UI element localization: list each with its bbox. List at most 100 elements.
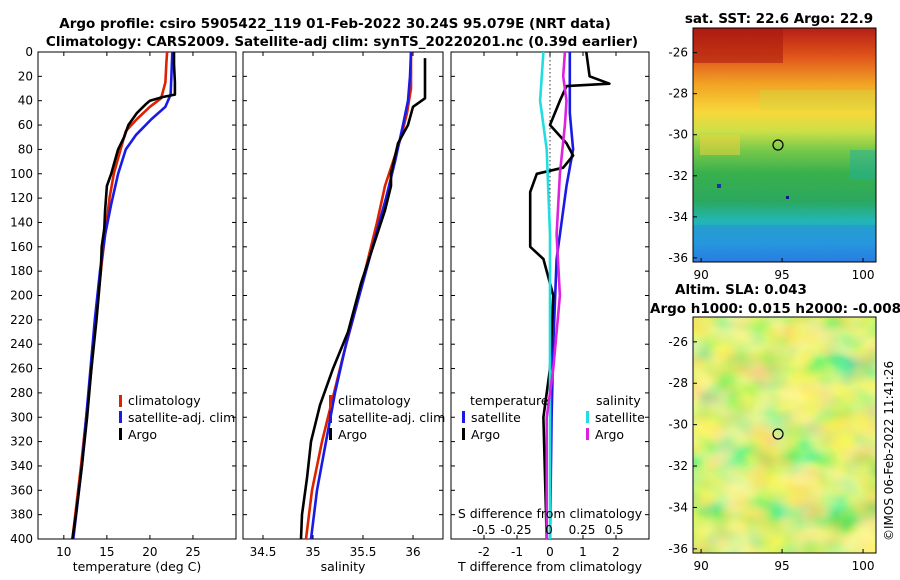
depth-tick-label: 240 (10, 337, 33, 351)
depth-tick-label: 300 (10, 410, 33, 424)
difference-panel: -2 -1 0 1 2 T difference from climatology S … (450, 51, 650, 574)
x-tick-label: 36 (405, 545, 420, 559)
salinity-axis-ticks: 34.5 35 35.5 36 (243, 51, 443, 559)
legend-label-argo: Argo (338, 427, 367, 442)
legend-label-climatology: climatology (128, 393, 201, 408)
map-y-tick-label: -32 (668, 169, 688, 183)
series-line-salinity-satellite (538, 52, 552, 539)
x-tick-label: 35.5 (350, 545, 377, 559)
map-y-tick-label: -28 (668, 87, 688, 101)
temperature-panel: 0 20 40 60 80 100 120 140 160 180 200 220 240 260 280 3… (10, 45, 237, 574)
depth-tick-label: 40 (18, 94, 33, 108)
series-line-temperature-argo (528, 52, 611, 539)
legend-swatch-satellite (119, 411, 122, 423)
series-line-temperature-satellite (548, 52, 575, 539)
temperature-series (71, 52, 177, 539)
legend-label-satellite: satellite-adj. clim (338, 410, 445, 425)
legend-swatch-argo (119, 428, 122, 440)
map-y-tick-label: -34 (668, 500, 688, 514)
legend-swatch-climatology (119, 395, 122, 407)
sst-map-axes: 90 95 100 -26 -28 -30 -32 -34 -36 (668, 46, 874, 282)
sst-map-frame (692, 27, 877, 263)
series-line-argo (71, 52, 177, 539)
depth-tick-label: 400 (10, 532, 33, 546)
depth-tick-label: 140 (10, 215, 33, 229)
map-y-tick-label: -36 (668, 251, 688, 265)
map-y-tick-label: -30 (668, 418, 688, 432)
sla-map-title: Altim. SLA: 0.043 (675, 282, 807, 298)
sst-dark-pixel (786, 196, 789, 199)
map-x-tick-label: 95 (774, 268, 789, 282)
legend-swatch-s-argo (586, 428, 589, 440)
s-tick-label: 0.25 (569, 523, 596, 537)
depth-tick-label: 280 (10, 386, 33, 400)
depth-tick-label: 320 (10, 435, 33, 449)
argo-position-marker (772, 139, 784, 151)
legend-label-s-satellite: satellite (595, 410, 645, 425)
figure-title-line1: Argo profile: csiro 5905422_119 01-Feb-2… (59, 16, 610, 32)
legend-title-salinity: salinity (596, 393, 641, 408)
temperature-axis-label: temperature (deg C) (73, 559, 202, 574)
series-line-salinity-argo (545, 52, 568, 539)
legend-label-s-argo: Argo (595, 427, 624, 442)
legend-swatch-climatology (329, 395, 332, 407)
s-difference-ticks: -0.5 -0.25 0 0.25 0.5 (472, 523, 623, 537)
legend-swatch-argo (329, 428, 332, 440)
depth-tick-label: 380 (10, 508, 33, 522)
legend-label-t-argo: Argo (471, 427, 500, 442)
depth-tick-label: 80 (18, 142, 33, 156)
temperature-legend: climatology satellite-adj. clim Argo (119, 393, 235, 442)
map-x-tick-label: 95 (774, 559, 789, 573)
sst-dark-pixel (717, 184, 721, 188)
t-difference-axis-label: T difference from climatology (457, 559, 643, 574)
salinity-axis-label: salinity (321, 559, 366, 574)
x-tick-label: -2 (478, 545, 490, 559)
depth-tick-label: 100 (10, 167, 33, 181)
sst-map-title: sat. SST: 22.6 Argo: 22.9 (685, 11, 873, 27)
x-tick-label: -1 (511, 545, 523, 559)
salinity-panel: 34.5 35 35.5 36 salinity climatology satell… (242, 51, 445, 574)
legend-swatch-satellite (329, 411, 332, 423)
sla-map-frame (692, 316, 877, 554)
depth-tick-label: 200 (10, 289, 33, 303)
s-difference-axis-label: S difference from climatology (458, 506, 643, 521)
temperature-difference-legend: temperature satellite Argo (462, 393, 549, 442)
legend-label-climatology: climatology (338, 393, 411, 408)
depth-axis-ticks: 0 20 40 60 80 100 120 140 160 180 200 220 240 260 280 3… (10, 45, 33, 546)
depth-tick-label: 60 (18, 118, 33, 132)
x-tick-label: 10 (56, 545, 71, 559)
map-y-tick-label: -34 (668, 210, 688, 224)
difference-series (528, 52, 611, 539)
legend-swatch-t-argo (462, 428, 465, 440)
sla-map-subtitle: Argo h1000: 0.015 h2000: -0.0085 (650, 301, 900, 317)
s-tick-label: -0.5 (472, 523, 495, 537)
depth-tick-label: 120 (10, 191, 33, 205)
sla-field (693, 317, 876, 553)
imos-credit: ©IMOS 06-Feb-2022 11:41:26 (882, 361, 896, 541)
depth-tick-label: 260 (10, 362, 33, 376)
x-tick-label: 34.5 (250, 545, 277, 559)
map-x-tick-label: 100 (852, 559, 875, 573)
series-line-climatology (304, 52, 413, 539)
map-y-tick-label: -26 (668, 335, 688, 349)
depth-tick-label: 220 (10, 313, 33, 327)
map-y-tick-label: -26 (668, 46, 688, 60)
legend-label-satellite: satellite-adj. clim (128, 410, 235, 425)
map-x-tick-label: 90 (693, 268, 708, 282)
sla-map-axes: 90 95 100 -26 -28 -30 -32 -34 -36 (668, 335, 874, 573)
x-tick-label: 35 (305, 545, 320, 559)
x-tick-label: 15 (99, 545, 114, 559)
x-tick-label: 2 (612, 545, 620, 559)
x-tick-label: 25 (185, 545, 200, 559)
legend-label-argo: Argo (128, 427, 157, 442)
depth-tick-label: 0 (25, 45, 33, 59)
series-line-argo (299, 58, 427, 539)
temperature-axis-ticks: 10 15 20 25 (38, 51, 236, 559)
s-tick-label: 0 (545, 523, 553, 537)
sla-map-panel: Altim. SLA: 0.043 Argo h1000: 0.015 h200… (650, 282, 900, 573)
map-x-tick-label: 90 (693, 559, 708, 573)
figure-title-line2: Climatology: CARS2009. Satellite-adj cli… (46, 34, 638, 50)
depth-tick-label: 160 (10, 240, 33, 254)
depth-tick-label: 180 (10, 264, 33, 278)
